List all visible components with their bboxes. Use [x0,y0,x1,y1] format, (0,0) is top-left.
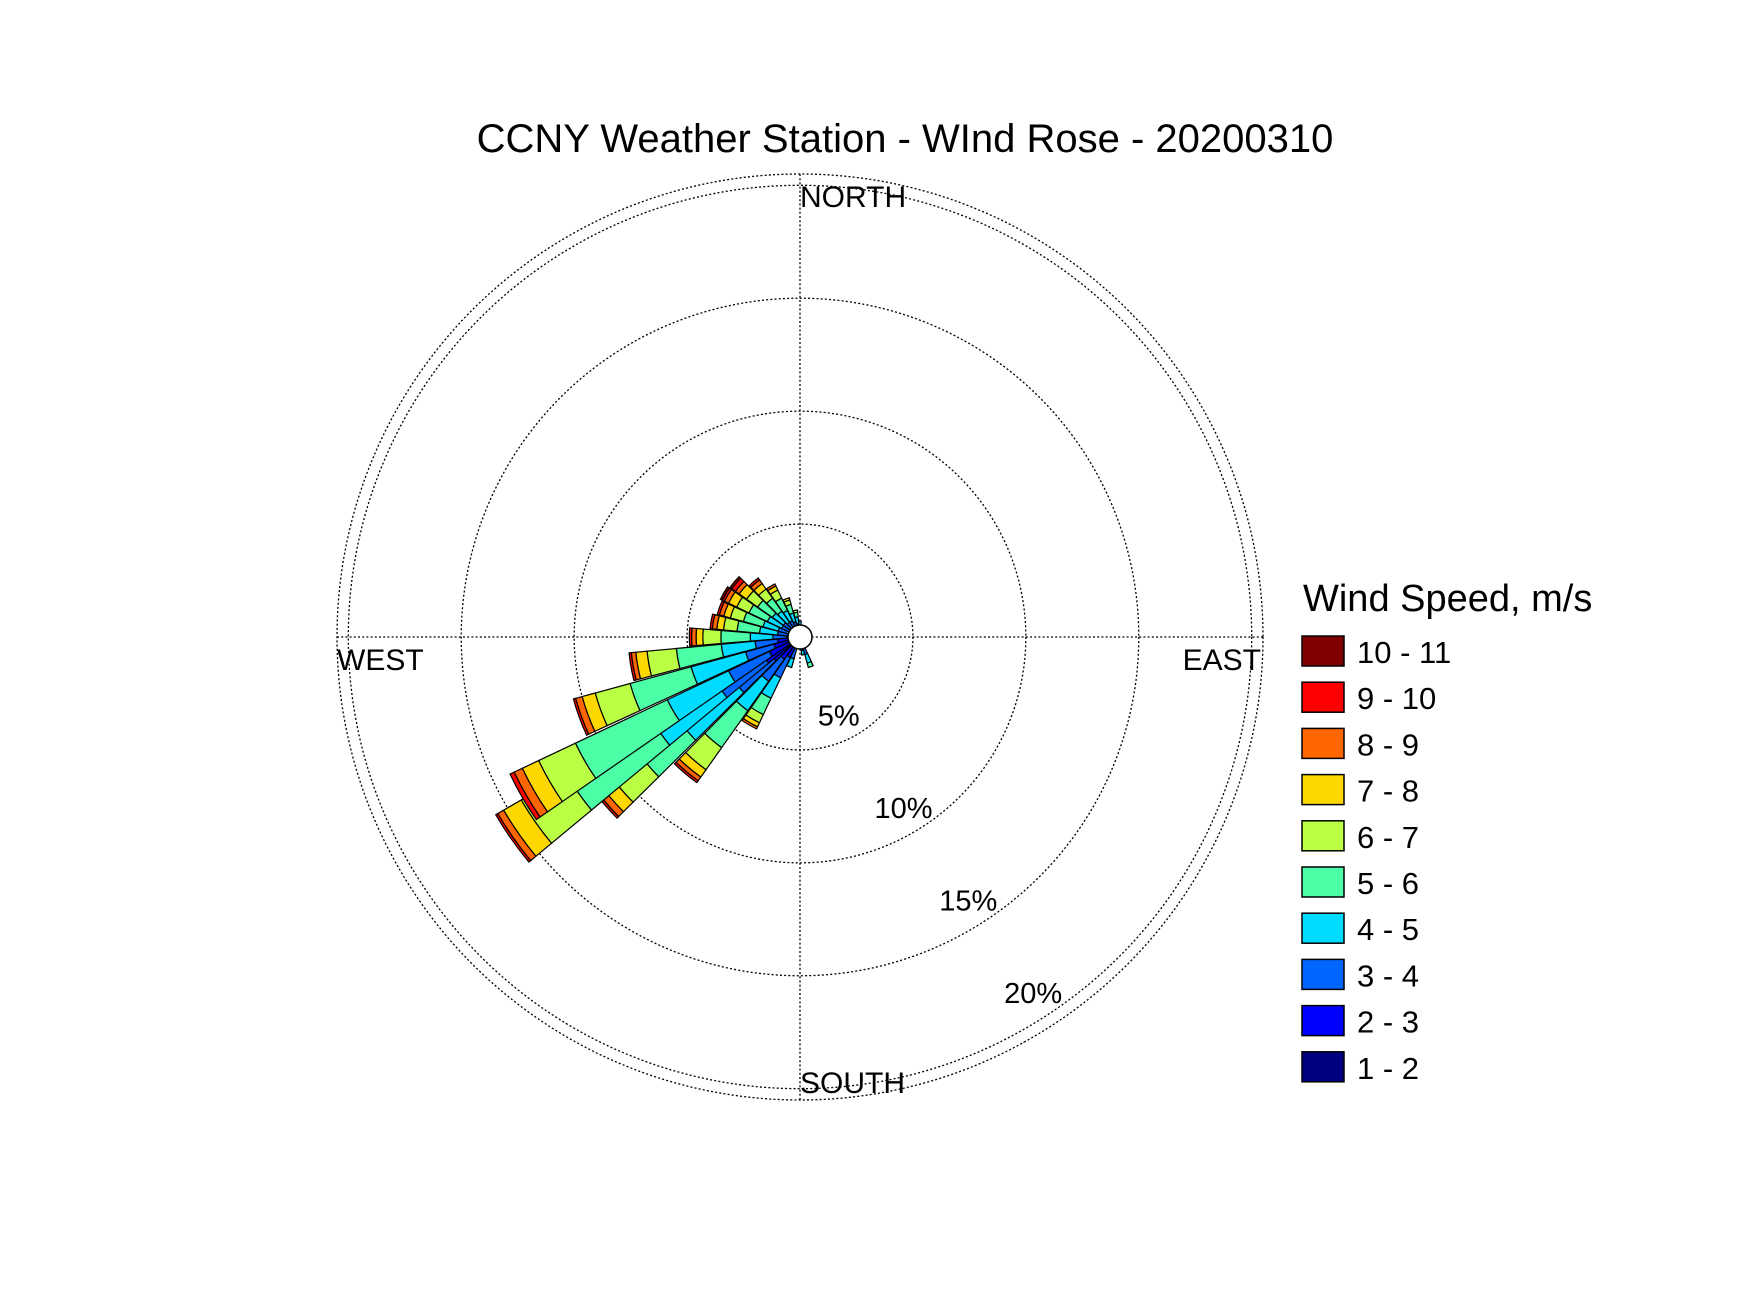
sector-235-bin-9 [494,812,532,863]
sector-270-bin-7 [695,627,704,647]
sector-240-bin-9 [509,771,541,821]
radial-label-3: 15% [939,886,997,918]
legend-swatch [1301,635,1345,667]
sector-220 [673,636,801,784]
sector-210-bin-8 [741,717,759,730]
legend-item: 8 - 9 [1301,727,1419,762]
sector-350-bin-6 [792,609,799,614]
sector-280-bin-9 [709,613,716,630]
sector-260 [628,636,801,682]
legend-item: 7 - 8 [1301,773,1419,809]
sector-290-bin-9 [716,600,725,616]
legend-swatch [1301,727,1345,760]
legend-swatch [1301,1004,1345,1037]
legend-label: 3 - 4 [1357,958,1419,993]
legend: Wind Speed, m/s 10 - 11 9 - 10 8 - 9 7 - 8 6… [1301,578,1592,1086]
legend-item: 4 - 5 [1301,912,1419,947]
chart-title: CCNY Weather Station - WInd Rose - 20200… [477,117,1334,161]
sector-220-bin-9 [673,761,700,784]
sector-250-bin-9 [572,697,590,736]
sector-310-bin-10 [729,575,742,590]
legend-item: 5 - 6 [1301,866,1419,901]
grid-circle-3 [460,297,1140,977]
sector-320-bin-9 [748,577,761,589]
legend-label: 6 - 7 [1357,820,1419,855]
legend-swatch [1301,912,1345,944]
legend-item: 9 - 10 [1301,681,1436,716]
legend-item: 6 - 7 [1301,820,1419,855]
legend-label: 10 - 11 [1357,635,1451,670]
legend-item: 2 - 3 [1301,1004,1419,1040]
legend-label: 5 - 6 [1357,866,1419,901]
legend-swatch [1301,681,1345,713]
direction-north: NORTH [800,181,906,214]
sector-240 [509,636,801,821]
legend-label: 1 - 2 [1357,1051,1419,1086]
legend-swatch [1301,866,1345,898]
direction-east: EAST [1183,644,1261,677]
radial-label-4: 20% [1004,978,1062,1010]
radial-label-1: 5% [818,701,860,733]
legend-swatch [1301,773,1345,806]
legend-item: 1 - 2 [1301,1051,1419,1086]
sector-260-bin-9 [628,651,637,682]
sector-330-bin-8 [765,583,777,592]
legend-label: 9 - 10 [1357,681,1436,716]
legend-label: 7 - 8 [1357,774,1419,809]
sector-320 [748,577,801,638]
calm-center [787,624,813,650]
legend-swatch [1301,958,1345,991]
grid-circle-4 [347,184,1253,1090]
legend-label: 4 - 5 [1357,912,1419,947]
sector-270 [688,627,801,647]
sector-160-bin-5 [806,660,815,669]
wind-sectors [494,575,815,863]
sector-270-bin-9 [688,627,693,647]
sector-300-bin-10 [719,586,731,602]
direction-south: SOUTH [800,1067,905,1100]
sector-340-bin-7 [782,597,791,603]
sector-300 [719,586,801,638]
radial-label-2: 10% [875,793,933,825]
sector-270-bin-6 [702,628,722,646]
legend-label: 8 - 9 [1357,727,1419,762]
legend-swatch [1301,820,1345,852]
radial-labels: 5% 10% 15% 20% [818,701,1062,1011]
legend-item: 3 - 4 [1301,958,1419,993]
legend-title: Wind Speed, m/s [1303,578,1592,620]
legend-swatch [1301,1051,1345,1083]
sector-170-bin-4 [800,649,806,656]
direction-west: WEST [337,644,424,677]
legend-label: 2 - 3 [1357,1005,1419,1040]
legend-item: 10 - 11 [1301,635,1451,670]
